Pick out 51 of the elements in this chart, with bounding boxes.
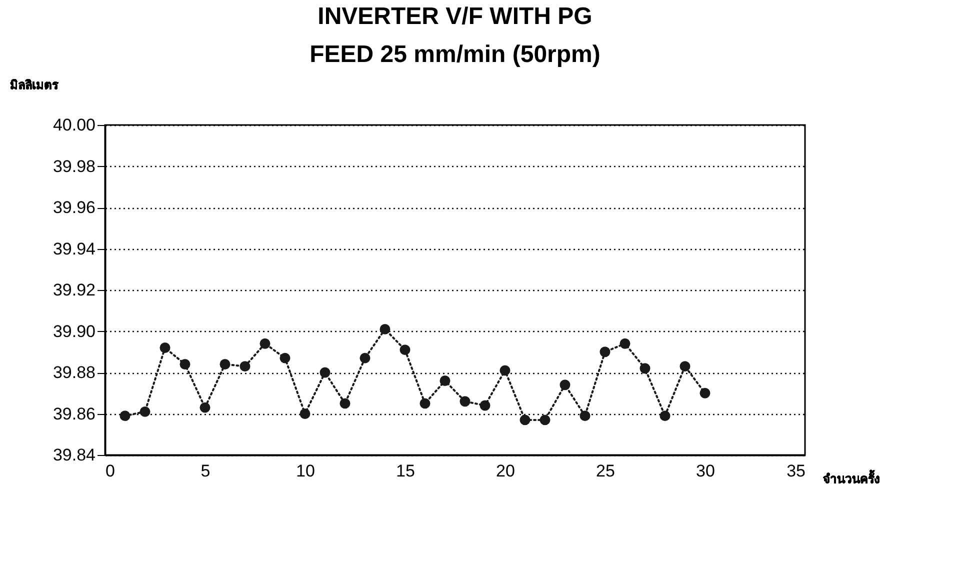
point: [200, 402, 210, 413]
point: [580, 410, 590, 422]
y-tick-label: 39.90: [52, 322, 96, 341]
point: [240, 361, 250, 372]
point: [300, 408, 310, 419]
point: [600, 346, 610, 358]
point: [160, 342, 170, 353]
point: [480, 400, 490, 411]
y-tick-label: 39.86: [52, 404, 96, 424]
point: [700, 388, 710, 398]
x-tick-label: 5: [200, 462, 210, 480]
point: [420, 398, 430, 409]
y-tick-label: 39.84: [52, 446, 96, 464]
x-tick-label: 20: [496, 462, 515, 480]
point: [180, 359, 190, 370]
point: [380, 324, 390, 334]
y-axis-title: มิลลิเมตร: [10, 78, 59, 92]
chart-subtitle: FEED 25 mm/min (50rpm): [310, 41, 600, 68]
x-tick-label: 15: [396, 462, 415, 480]
y-tick-label: 39.98: [52, 156, 96, 176]
point: [220, 359, 230, 370]
point: [540, 414, 550, 426]
x-tick-label: 30: [696, 462, 715, 480]
point: [640, 363, 650, 374]
point: [280, 352, 290, 364]
point: [460, 396, 470, 407]
point: [400, 344, 410, 356]
point: [260, 338, 270, 349]
x-axis-title: จำนวนครั้ง: [823, 469, 880, 486]
y-tick-label: 39.88: [52, 363, 96, 382]
point: [560, 380, 570, 390]
y-tick-label: 40.00: [52, 116, 96, 134]
y-tick-label: 39.94: [52, 239, 96, 258]
point: [520, 414, 530, 426]
y-tick-label: 39.92: [52, 280, 96, 300]
chart-title: INVERTER V/F WITH PG: [318, 3, 592, 30]
point: [680, 361, 690, 372]
point: [660, 410, 670, 422]
point: [340, 398, 350, 409]
x-tick-label: 0: [106, 462, 115, 480]
point: [620, 338, 630, 349]
x-tick-label: 10: [296, 462, 315, 480]
point: [500, 365, 510, 376]
x-tick-label: 35: [786, 462, 806, 480]
point: [140, 406, 150, 417]
point: [440, 376, 450, 386]
point: [320, 367, 330, 378]
point: [360, 352, 370, 364]
point: [120, 410, 130, 422]
x-tick-label: 25: [596, 462, 615, 480]
y-tick-label: 39.96: [52, 198, 96, 217]
